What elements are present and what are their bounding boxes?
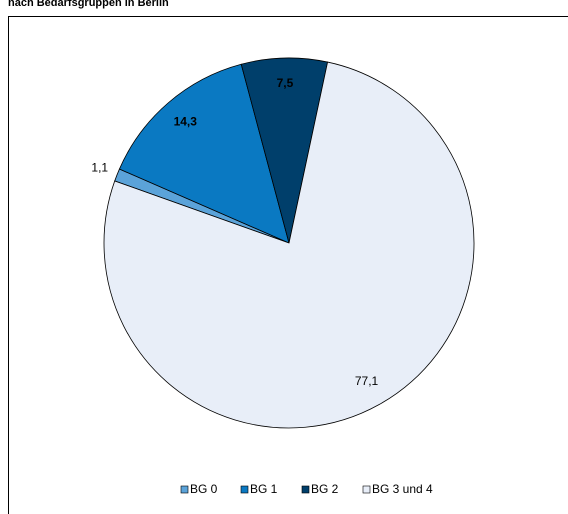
- legend-swatch: [301, 485, 310, 494]
- data-label: 14,3: [174, 115, 198, 129]
- pie-slice: [118, 63, 290, 244]
- chart-title: nach Bedarfsgruppen in Berlin: [8, 0, 169, 9]
- legend-label: BG 2: [311, 482, 339, 496]
- legend-swatch: [240, 485, 249, 494]
- legend-swatch: [180, 485, 189, 494]
- legend-swatch: [362, 485, 371, 494]
- legend-label: BG 3 und 4: [372, 482, 433, 496]
- pie-slice: [103, 61, 475, 429]
- legend-label: BG 0: [190, 482, 218, 496]
- data-label: 7,5: [277, 76, 294, 90]
- legend-label: BG 1: [250, 482, 278, 496]
- data-label: 1,1: [91, 160, 108, 174]
- data-label: 77,1: [355, 374, 379, 388]
